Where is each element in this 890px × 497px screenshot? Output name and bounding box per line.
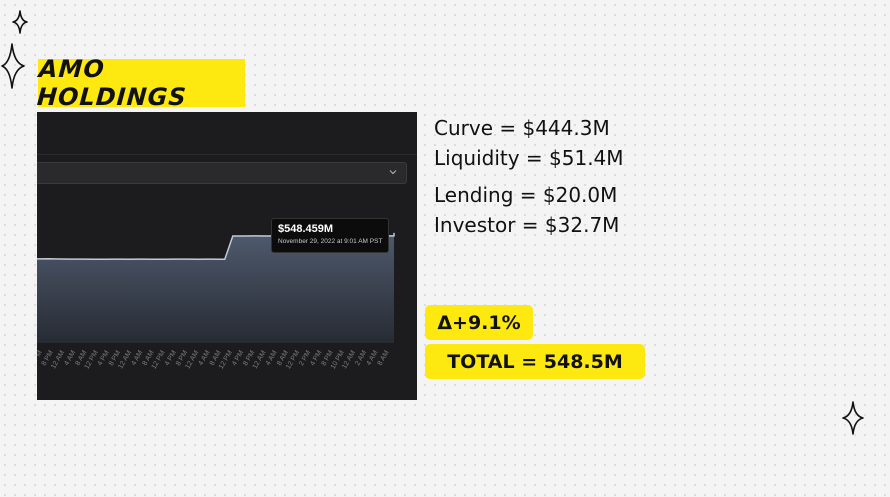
page-title: AMO HOLDINGS — [36, 55, 188, 111]
lending-holding: Lending = $20.0M — [434, 183, 618, 207]
x-tick-label: 4 PM — [37, 349, 44, 367]
title-badge: AMO HOLDINGS — [36, 55, 245, 111]
chevron-down-icon[interactable] — [388, 167, 398, 177]
chart-tooltip: $548.459M November 29, 2022 at 9:01 AM P… — [271, 218, 389, 253]
sparkle-icon — [842, 401, 864, 435]
total-badge: TOTAL = 548.5M — [425, 344, 645, 379]
delta-badge: Δ+9.1% — [425, 305, 533, 340]
x-tick-label: 8 AM — [377, 349, 391, 366]
area-fill — [37, 232, 394, 343]
curve-holding: Curve = $444.3M — [434, 116, 610, 140]
investor-holding: Investor = $32.7M — [434, 213, 620, 237]
sparkle-icon — [12, 10, 28, 34]
timeframe-dropdown[interactable] — [37, 162, 407, 184]
sparkle-icon — [1, 43, 25, 89]
liquidity-holding: Liquidity = $51.4M — [434, 146, 624, 170]
tooltip-value: $548.459M — [278, 223, 334, 235]
tooltip-date: November 29, 2022 at 9:01 AM PST — [278, 238, 383, 245]
chart-header — [37, 112, 417, 155]
